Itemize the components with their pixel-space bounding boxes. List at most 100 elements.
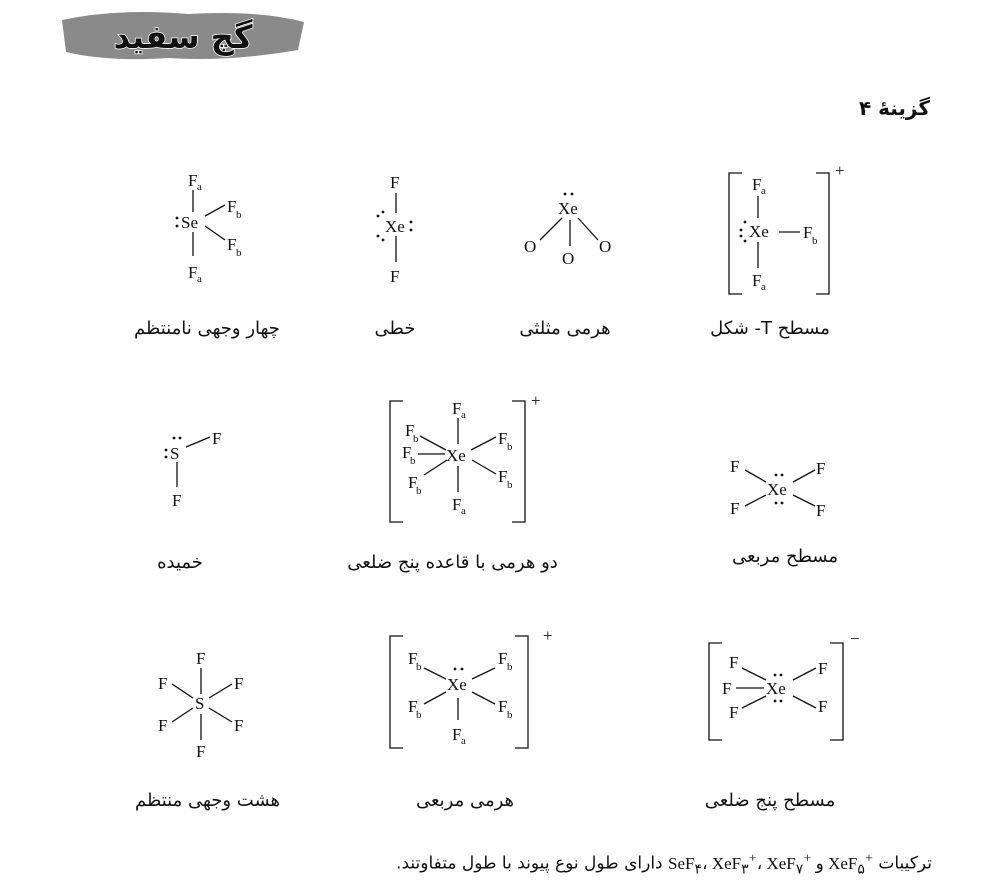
- atom-sub: b: [507, 661, 513, 673]
- formula-part: XeF: [711, 853, 742, 873]
- logo-brush-stroke: [62, 12, 304, 60]
- atom-F: F: [188, 171, 197, 190]
- atom-Xe: Xe: [447, 675, 467, 694]
- atom-F: F: [408, 697, 417, 716]
- atom-O: O: [562, 249, 574, 268]
- atom-O: O: [599, 237, 611, 256]
- atom-F: F: [390, 267, 399, 286]
- atom-F: F: [803, 223, 812, 242]
- atom-Xe: Xe: [766, 679, 786, 698]
- footer-formulas: SeF۴، XeF۳+، XeF۷+ و XeF۵+: [668, 850, 873, 877]
- option-heading: گزینهٔ ۴: [858, 96, 930, 120]
- atom-Se: Se: [181, 213, 198, 232]
- atom-F: F: [402, 443, 411, 462]
- atom-Xe: Xe: [446, 446, 466, 465]
- atom-Xe: Xe: [385, 217, 405, 236]
- atom-sub: b: [507, 709, 513, 721]
- atom-sub: b: [812, 235, 818, 247]
- atom-F: F: [172, 491, 181, 510]
- atom-F: F: [390, 173, 399, 192]
- shape-label: هرمی مربعی: [415, 790, 515, 811]
- atom-F: F: [816, 459, 825, 478]
- atom-Xe: Xe: [767, 480, 787, 499]
- atom-F: F: [452, 725, 461, 744]
- footer-pre: ترکیبات: [872, 853, 932, 874]
- conclusion-text: ترکیبات SeF۴، XeF۳+، XeF۷+ و XeF۵+ دارای…: [396, 850, 932, 878]
- atom-sub: a: [197, 181, 202, 193]
- atom-F: F: [227, 197, 236, 216]
- atom-F: F: [498, 429, 507, 448]
- atom-F: F: [752, 175, 761, 194]
- formula-part: SeF: [668, 853, 695, 873]
- atom-F: F: [498, 697, 507, 716]
- atom-sub: b: [416, 661, 422, 673]
- atom-F: F: [816, 501, 825, 520]
- atom-F: F: [498, 467, 507, 486]
- atom-Xe: Xe: [749, 222, 769, 241]
- atom-S: S: [195, 694, 204, 713]
- atom-sub: a: [461, 735, 466, 747]
- atom-O: O: [524, 237, 536, 256]
- shape-label: خمیده: [157, 552, 203, 573]
- formula-sup: +: [748, 850, 757, 866]
- shape-label: هشت وجهی منتظم: [134, 790, 281, 811]
- shape-label: مسطح مربعی: [731, 546, 839, 567]
- atom-F: F: [227, 235, 236, 254]
- charge: −: [850, 629, 860, 648]
- formula-sup: +: [803, 850, 812, 866]
- atom-sub: b: [413, 433, 419, 445]
- atom-F: F: [408, 473, 417, 492]
- formula-sub: ۵: [857, 861, 865, 878]
- shape-label: دو هرمی با قاعده پنج ضلعی: [347, 552, 558, 573]
- charge: +: [543, 626, 553, 645]
- shape-label: مسطح پنج ضلعی: [704, 790, 836, 811]
- atom-F: F: [158, 674, 167, 693]
- atom-F: F: [730, 499, 739, 518]
- atom-F: F: [158, 716, 167, 735]
- atom-F: F: [752, 271, 761, 290]
- atom-F: F: [212, 429, 221, 448]
- atom-F: F: [729, 703, 738, 722]
- charge: +: [835, 161, 845, 180]
- formula-sub: ۷: [795, 861, 804, 878]
- atom-F: F: [818, 697, 827, 716]
- formula-part: XeF: [828, 853, 858, 873]
- atom-sub: a: [461, 409, 466, 421]
- separator: ،: [756, 853, 767, 873]
- atom-sub: b: [236, 209, 242, 221]
- atom-Xe: Xe: [558, 199, 578, 218]
- atom-sub: b: [410, 455, 416, 467]
- atom-F: F: [405, 421, 414, 440]
- atom-sub: b: [507, 441, 513, 453]
- formula-sub: ۴: [694, 861, 703, 878]
- atom-F: F: [234, 674, 243, 693]
- atom-F: F: [196, 742, 205, 761]
- atom-F: F: [722, 679, 731, 698]
- shape-label: هرمی مثلثی: [519, 318, 611, 339]
- atom-sub: b: [236, 247, 242, 259]
- atom-sub: b: [507, 479, 513, 491]
- atom-F: F: [730, 457, 739, 476]
- formula-part: XeF: [766, 853, 796, 873]
- atom-sub: a: [761, 185, 766, 197]
- atom-sub: a: [461, 505, 466, 517]
- charge: +: [531, 391, 541, 410]
- atom-sub: b: [416, 485, 422, 497]
- separator: ،: [702, 853, 712, 873]
- atom-F: F: [188, 263, 197, 282]
- atom-F: F: [818, 659, 827, 678]
- logo-text: گچ سفید: [114, 18, 253, 56]
- atom-F: F: [729, 653, 738, 672]
- shape-label: مسطح T- شکل: [710, 318, 830, 339]
- atom-F: F: [196, 649, 205, 668]
- atom-F: F: [234, 716, 243, 735]
- atom-sub: a: [761, 281, 766, 293]
- atom-F: F: [452, 399, 461, 418]
- footer-post: دارای طول نوع پیوند با طول متفاوتند.: [396, 853, 669, 874]
- shape-label: چهار وجهی نامنتظم: [134, 318, 280, 339]
- atom-sub: b: [416, 709, 422, 721]
- separator: و: [811, 853, 829, 873]
- shape-label: خطی: [374, 318, 416, 339]
- atom-F: F: [452, 495, 461, 514]
